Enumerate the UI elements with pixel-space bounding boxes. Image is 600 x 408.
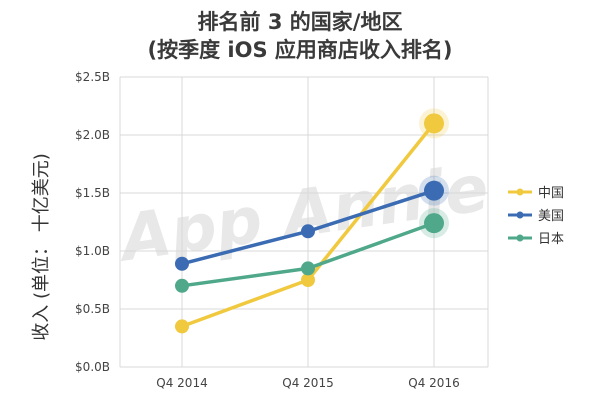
- series-美国: [175, 175, 449, 271]
- legend-marker: [516, 188, 524, 196]
- data-point: [301, 261, 315, 276]
- y-tick-label: $0.5B: [75, 302, 110, 316]
- series: [175, 108, 449, 334]
- y-axis: $0.0B $0.5B $1.0B $1.5B $2.0B $2.5B: [75, 70, 110, 374]
- y-tick-label: $2.5B: [75, 70, 110, 84]
- legend-label: 日本: [538, 232, 564, 247]
- x-tick-label: Q4 2016: [408, 376, 459, 390]
- y-tick-label: $1.0B: [75, 244, 110, 258]
- data-point: [301, 273, 315, 287]
- data-point: [175, 256, 189, 271]
- y-tick-label: $0.0B: [75, 360, 110, 374]
- legend-item: 美国: [508, 209, 564, 224]
- x-tick-label: Q4 2015: [282, 376, 333, 390]
- x-axis: Q4 2014 Q4 2015 Q4 2016: [156, 376, 459, 390]
- data-point: [424, 113, 444, 134]
- legend-item: 日本: [508, 232, 564, 247]
- y-axis-label: 收入 (单位： 十亿美元): [31, 153, 52, 341]
- legend-marker: [516, 211, 524, 219]
- chart-title-block: 排名前 3 的国家/地区 (按季度 iOS 应用商店收入排名): [0, 8, 600, 64]
- legend-item: 中国: [508, 186, 564, 201]
- chart-title: 排名前 3 的国家/地区: [197, 10, 403, 34]
- y-tick-label: $1.5B: [75, 186, 110, 200]
- x-tick-label: Q4 2014: [156, 376, 207, 390]
- series-日本: [175, 208, 449, 293]
- legend-marker: [516, 234, 524, 242]
- data-point: [175, 319, 189, 334]
- y-tick-label: $2.0B: [75, 128, 110, 142]
- legend-label: 中国: [538, 186, 564, 201]
- legend-label: 美国: [538, 209, 564, 224]
- data-point: [301, 224, 315, 239]
- data-point: [424, 213, 444, 234]
- chart-subtitle: (按季度 iOS 应用商店收入排名): [147, 38, 453, 62]
- data-point: [424, 180, 444, 201]
- data-point: [175, 278, 189, 293]
- series-中国: [175, 108, 449, 334]
